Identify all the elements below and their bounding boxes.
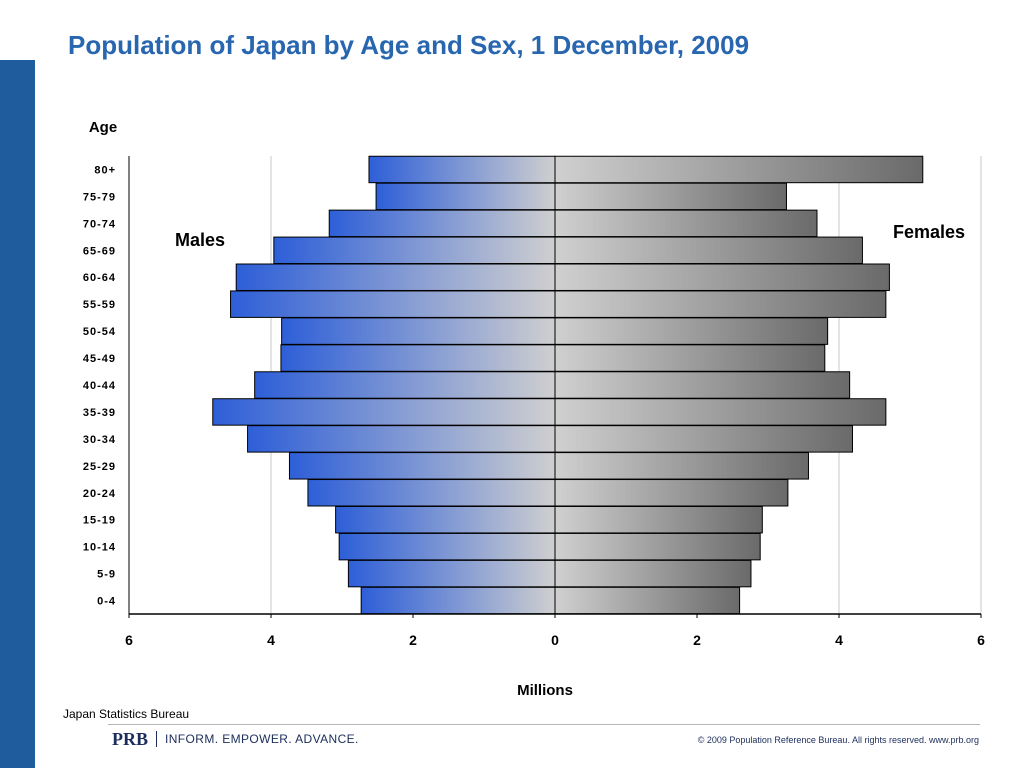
female-bar <box>554 505 763 534</box>
male-bar <box>280 344 556 372</box>
female-bar <box>554 263 890 291</box>
age-group-label: 15-19 <box>83 515 116 527</box>
source-note: Japan Statistics Bureau <box>63 707 190 721</box>
age-group-label: 25-29 <box>83 461 116 473</box>
male-bar <box>212 398 556 426</box>
age-group-label: 65-69 <box>83 245 116 257</box>
female-bar <box>554 155 924 184</box>
male-bar <box>273 236 556 265</box>
x-tick-label: 2 <box>693 632 701 648</box>
females-series-label: Females <box>893 222 965 242</box>
x-tick-label: 6 <box>125 632 133 648</box>
age-group-label: 75-79 <box>83 191 116 203</box>
prb-logo: PRB <box>112 729 148 749</box>
copyright-notice: © 2009 Population Reference Bureau. All … <box>697 735 979 745</box>
x-tick-label: 4 <box>267 632 275 648</box>
male-bar <box>347 559 556 588</box>
logo-separator <box>156 731 157 747</box>
male-bar <box>328 209 556 238</box>
age-group-label: 10-14 <box>83 542 116 554</box>
side-accent-bar <box>0 60 35 768</box>
male-bar <box>335 505 556 534</box>
male-bar <box>338 532 556 561</box>
female-bar <box>554 559 752 588</box>
x-tick-label: 0 <box>551 632 559 648</box>
age-group-label: 0-4 <box>97 596 116 608</box>
female-bar <box>554 425 853 453</box>
age-group-label: 20-24 <box>83 488 116 500</box>
male-bar <box>288 452 556 480</box>
age-group-label: 50-54 <box>83 326 116 338</box>
x-tick-label: 2 <box>409 632 417 648</box>
female-bar <box>554 290 887 318</box>
male-bar <box>375 182 556 211</box>
brand-tagline: INFORM. EMPOWER. ADVANCE. <box>165 732 359 746</box>
female-bar <box>554 532 761 561</box>
male-bar <box>235 263 556 291</box>
female-bar <box>554 317 829 345</box>
female-bar <box>554 398 887 426</box>
male-bar <box>247 425 556 453</box>
x-tick-label: 4 <box>835 632 843 648</box>
males-series-label: Males <box>175 230 225 250</box>
male-bar <box>281 317 556 345</box>
male-bar <box>230 290 556 318</box>
x-axis-title: Millions <box>517 682 573 699</box>
footer-divider <box>108 724 980 725</box>
female-bar <box>554 479 789 507</box>
age-group-label: 5-9 <box>97 569 116 581</box>
male-bar <box>360 586 556 615</box>
y-axis-title: Age <box>89 119 117 136</box>
age-group-label: 70-74 <box>83 218 116 230</box>
female-bar <box>554 344 826 372</box>
age-group-label: 40-44 <box>83 380 116 392</box>
female-bar <box>554 452 809 480</box>
x-tick-label: 6 <box>977 632 985 648</box>
age-group-label: 80+ <box>94 164 116 176</box>
female-bar <box>554 182 787 211</box>
age-group-label: 60-64 <box>83 272 116 284</box>
male-bar <box>307 479 556 507</box>
age-group-label: 55-59 <box>83 299 116 311</box>
female-bar <box>554 586 741 615</box>
age-group-label: 30-34 <box>83 434 116 446</box>
female-bar <box>554 236 863 265</box>
age-group-label: 45-49 <box>83 353 116 365</box>
female-bar <box>554 209 818 238</box>
age-group-label: 35-39 <box>83 407 116 419</box>
male-bar <box>368 155 556 184</box>
slide-title: Population of Japan by Age and Sex, 1 De… <box>68 30 750 60</box>
male-bar <box>254 371 556 399</box>
female-bar <box>554 371 851 399</box>
